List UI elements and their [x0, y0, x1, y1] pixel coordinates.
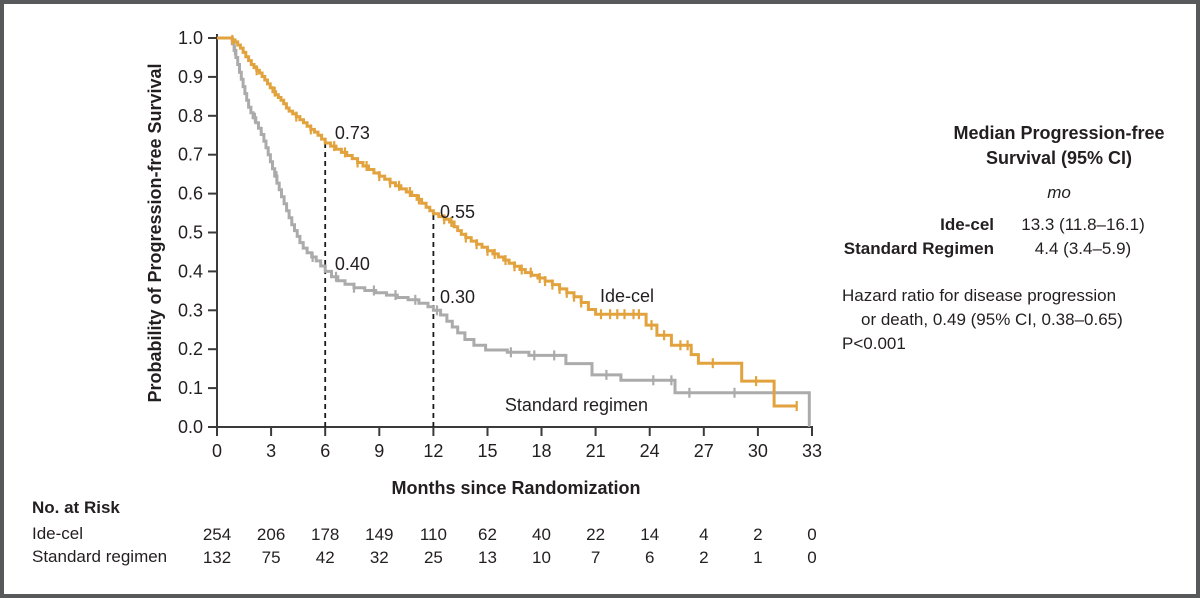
- median-panel-title-line2: Survival (95% CI): [985, 148, 1133, 168]
- risk-count: 7: [591, 548, 600, 567]
- median-row-standard-regimen: Standard Regimen 4.4 (3.4–5.9): [842, 237, 1172, 261]
- risk-count: 149: [365, 525, 393, 544]
- hazard-ratio-note: Hazard ratio for disease progression or …: [842, 284, 1187, 356]
- x-tick-label: 27: [694, 441, 714, 461]
- x-tick-label: 33: [802, 441, 822, 461]
- risk-table-title: No. at Risk: [32, 498, 120, 517]
- median-panel-rows: Ide-cel 13.3 (11.8–16.1) Standard Regime…: [842, 213, 1172, 261]
- x-axis-title: Months since Randomization: [391, 478, 641, 498]
- risk-count: 1: [753, 548, 762, 567]
- median-row-value: 13.3 (11.8–16.1): [1021, 215, 1145, 234]
- ide-cel-curve-label: Ide-cel: [600, 286, 654, 306]
- annotation-0.55: 0.55: [440, 202, 475, 222]
- x-tick-label: 9: [374, 441, 384, 461]
- risk-count: 4: [699, 525, 708, 544]
- risk-count: 62: [478, 525, 497, 544]
- x-tick-label: 30: [748, 441, 768, 461]
- risk-count: 0: [807, 548, 816, 567]
- risk-count: 2: [699, 548, 708, 567]
- risk-count: 32: [370, 548, 389, 567]
- hazard-line-2: or death, 0.49 (95% CI, 0.38–0.65): [861, 310, 1123, 329]
- risk-row-label-ide-cel: Ide-cel: [32, 524, 84, 543]
- median-row-label: Ide-cel: [940, 215, 994, 234]
- risk-count: 0: [807, 525, 816, 544]
- y-tick-label: 0.6: [178, 184, 203, 204]
- risk-count: 10: [532, 548, 551, 567]
- x-tick-label: 24: [640, 441, 660, 461]
- risk-count: 25: [424, 548, 443, 567]
- risk-count: 110: [420, 525, 447, 544]
- standard-regimen-curve-label: Standard regimen: [505, 395, 648, 415]
- y-tick-label: 0.0: [178, 417, 203, 437]
- standard-regimen-curve: [217, 36, 811, 427]
- risk-count: 254: [203, 525, 231, 544]
- x-tick-label: 6: [320, 441, 330, 461]
- risk-count: 40: [532, 525, 551, 544]
- x-tick-label: 12: [423, 441, 443, 461]
- x-tick-label: 0: [212, 441, 222, 461]
- median-panel-unit: mo: [1047, 183, 1071, 202]
- risk-count: 2: [753, 525, 762, 544]
- median-panel-title: Median Progression-free Survival (95% CI…: [934, 121, 1184, 171]
- risk-count: 13: [478, 548, 497, 567]
- y-tick-label: 0.2: [178, 339, 203, 359]
- y-tick-label: 0.9: [178, 67, 203, 87]
- x-tick-label: 3: [266, 441, 276, 461]
- y-tick-label: 0.8: [178, 106, 203, 126]
- y-tick-label: 0.5: [178, 223, 203, 243]
- y-tick-label: 0.4: [178, 261, 203, 281]
- median-panel-title-line1: Median Progression-free: [953, 123, 1165, 143]
- median-row-label: Standard Regimen: [843, 239, 994, 258]
- hazard-line-1: Hazard ratio for disease progression: [842, 286, 1117, 305]
- y-tick-label: 1.0: [178, 28, 203, 48]
- y-tick-label: 0.7: [178, 145, 203, 165]
- annotation-0.40: 0.40: [335, 254, 370, 274]
- annotation-0.73: 0.73: [335, 123, 370, 143]
- risk-count: 178: [311, 525, 339, 544]
- risk-row-label-standard-regimen: Standard regimen: [32, 547, 168, 566]
- x-tick-label: 21: [586, 441, 606, 461]
- risk-count: 6: [645, 548, 654, 567]
- km-plot-svg: 0.00.10.20.30.40.50.60.70.80.91.00 3 6 9 12 1…: [178, 28, 822, 567]
- median-row-ide-cel: Ide-cel 13.3 (11.8–16.1): [842, 213, 1172, 237]
- risk-count: 206: [257, 525, 285, 544]
- risk-count: 22: [586, 525, 605, 544]
- median-row-value: 4.4 (3.4–5.9): [1034, 239, 1132, 258]
- x-tick-label: 18: [531, 441, 551, 461]
- y-tick-label: 0.1: [178, 378, 203, 398]
- y-tick-label: 0.3: [178, 300, 203, 320]
- y-axis-title: Probability of Progression-free Survival: [145, 63, 165, 403]
- risk-count: 14: [640, 525, 659, 544]
- annotation-0.30: 0.30: [440, 287, 475, 307]
- risk-count: 75: [262, 548, 281, 567]
- p-value: P<0.001: [842, 334, 906, 353]
- risk-count: 42: [316, 548, 335, 567]
- x-tick-label: 15: [477, 441, 497, 461]
- risk-count: 132: [203, 548, 231, 567]
